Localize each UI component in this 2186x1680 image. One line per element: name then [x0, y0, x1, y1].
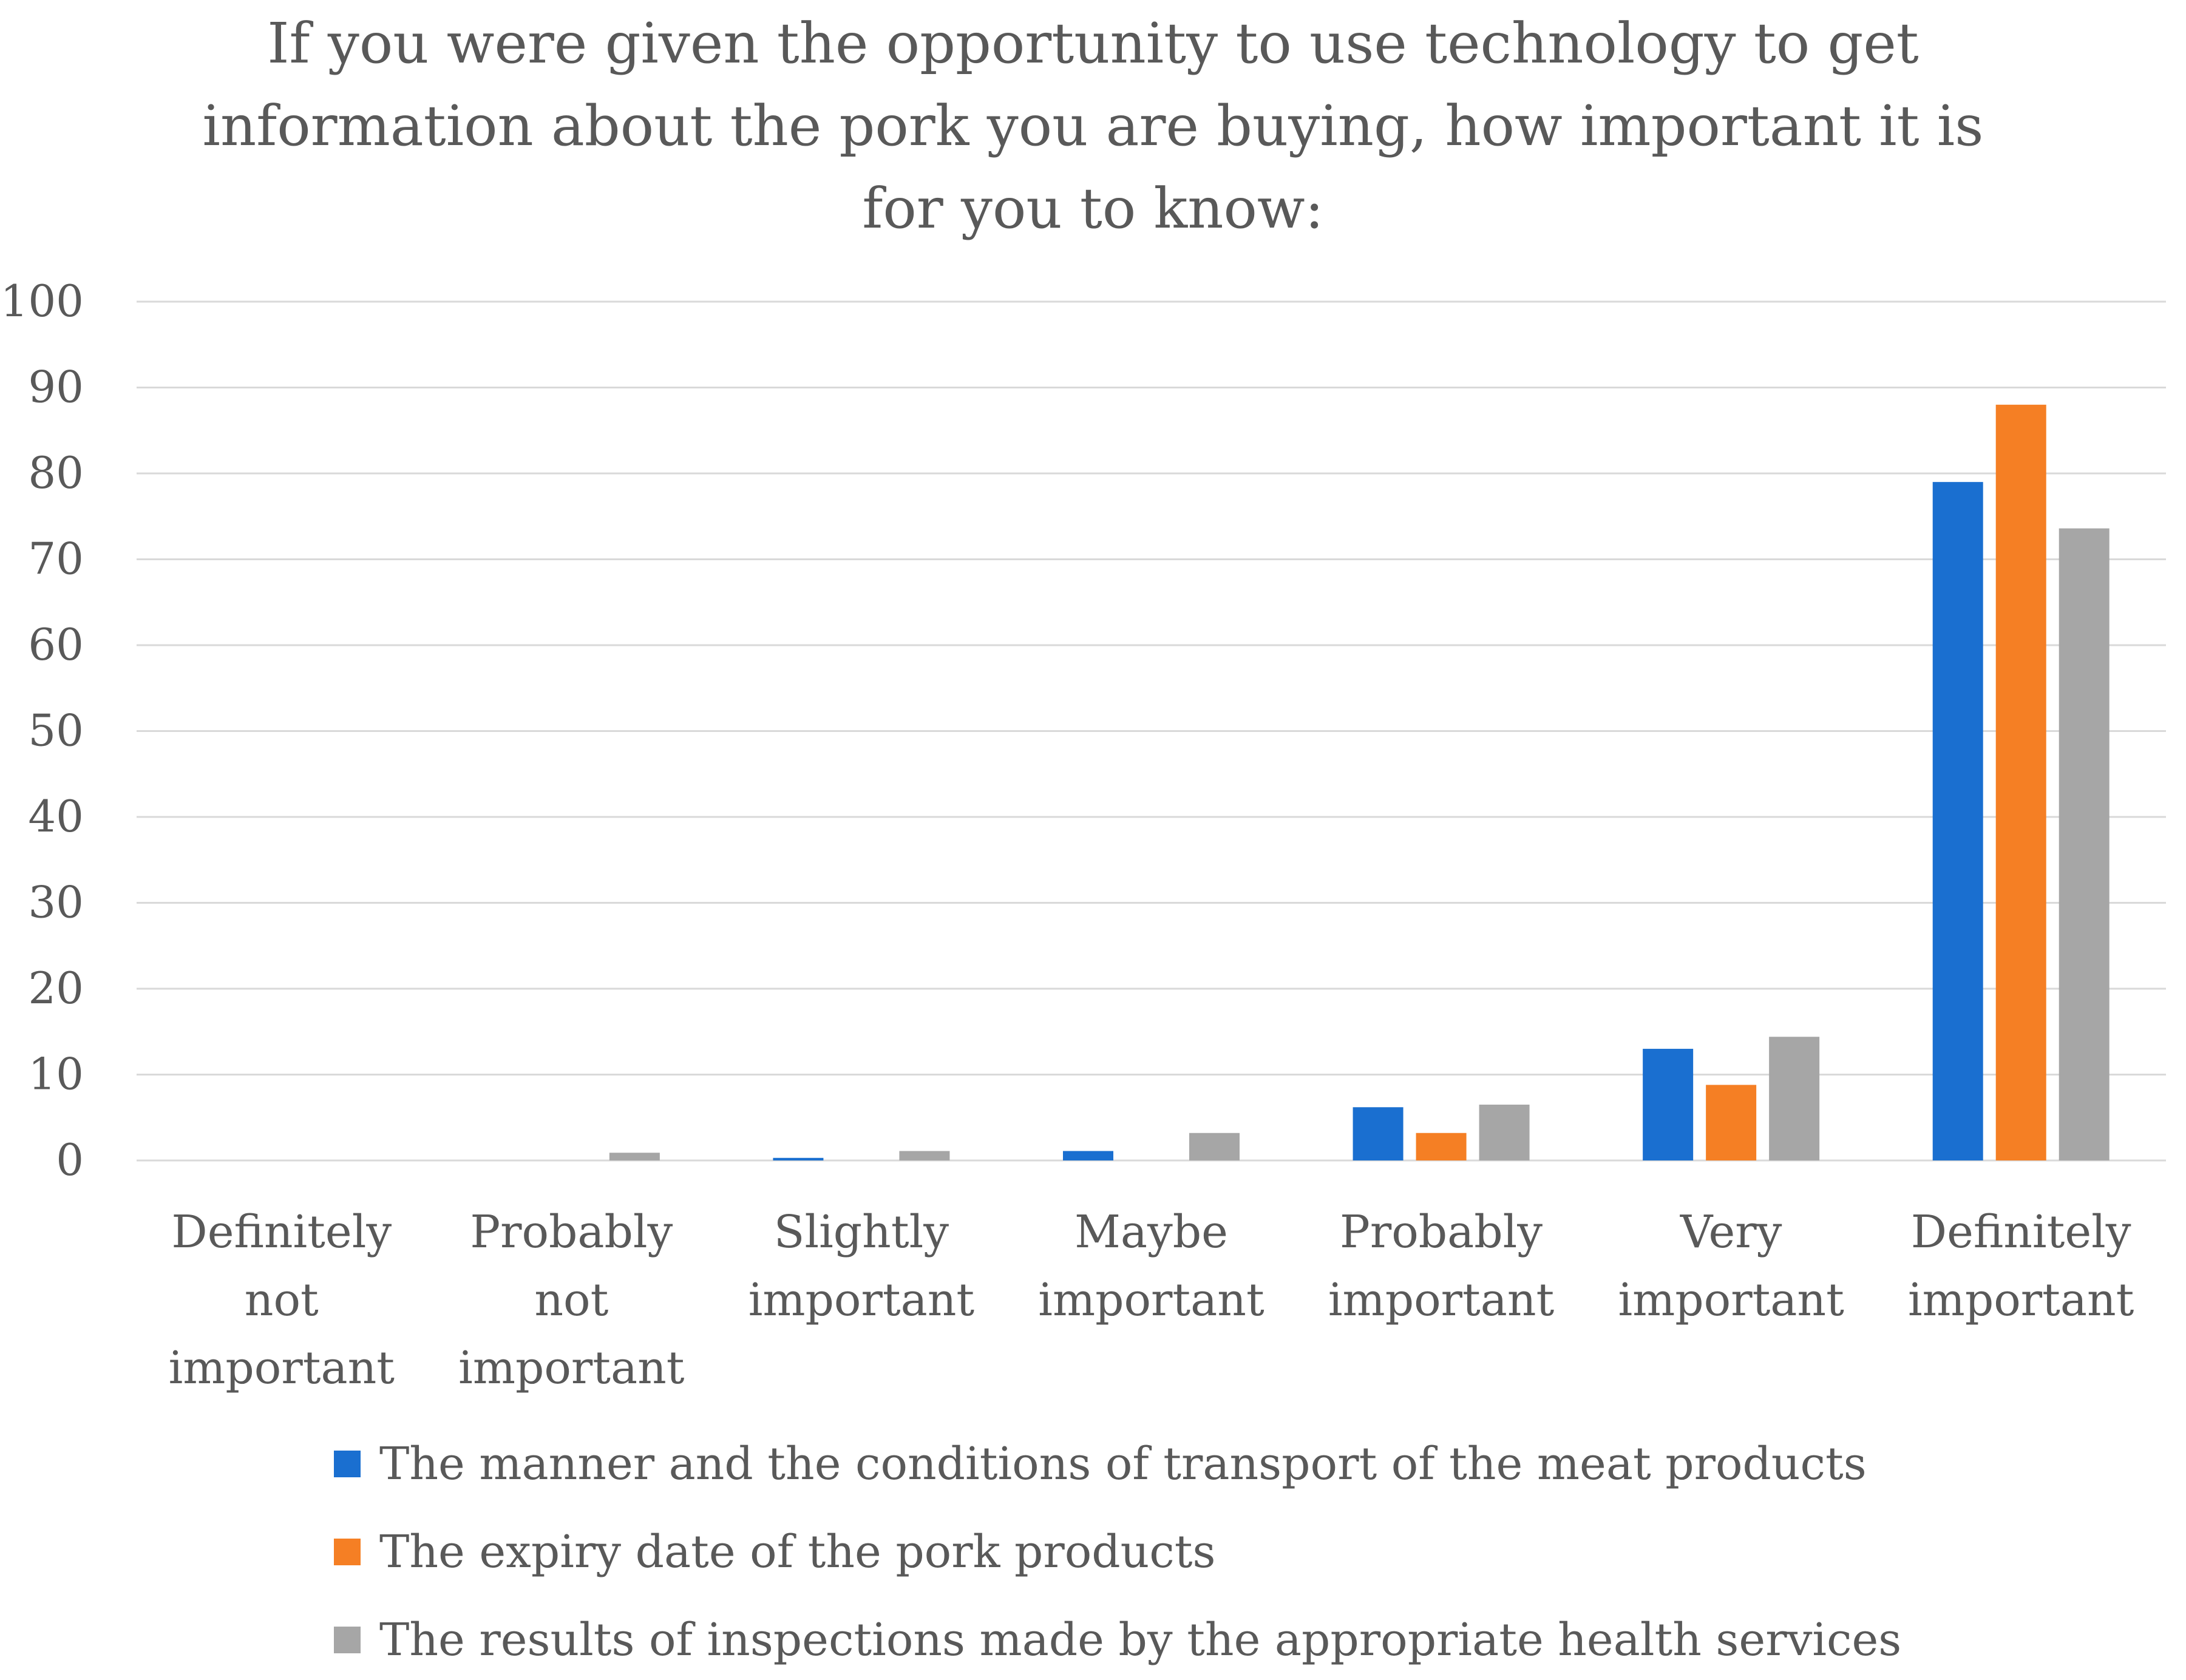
x-tick-label: not	[534, 1274, 608, 1326]
bar	[1706, 1085, 1757, 1160]
legend-label: The results of inspections made by the a…	[379, 1614, 1902, 1666]
x-tick-label: Slightly	[774, 1206, 949, 1258]
legend-swatch	[334, 1451, 361, 1477]
y-tick-label: 50	[28, 705, 84, 756]
chart-title-line-3: for you to know:	[862, 176, 1324, 241]
bar	[1353, 1107, 1404, 1160]
plot-area: 0 10 20 30 40 50 60 70 80 90 100 Definitely not impor…	[1, 276, 2166, 1394]
y-tick-label: 10	[28, 1049, 84, 1100]
chart-title-line-2: information about the pork you are buyin…	[202, 93, 1984, 158]
y-tick-label: 60	[28, 619, 84, 670]
bar	[773, 1157, 824, 1160]
x-tick-label: important	[458, 1342, 685, 1394]
x-tick-label: Very	[1680, 1206, 1782, 1258]
y-tick-label: 80	[28, 447, 84, 498]
x-tick-label: important	[169, 1342, 395, 1394]
bar	[899, 1151, 950, 1160]
x-tick-label: Maybe	[1074, 1206, 1228, 1258]
x-tick-label: Definitely	[171, 1206, 392, 1258]
bar	[1063, 1151, 1113, 1160]
legend-label: The expiry date of the pork products	[379, 1526, 1216, 1578]
x-tick-label: important	[1908, 1274, 2134, 1326]
y-tick-label: 20	[28, 963, 84, 1014]
bar	[1416, 1133, 1467, 1160]
x-tick-label: not	[245, 1274, 319, 1326]
legend-swatch	[334, 1627, 361, 1653]
x-tick-label: important	[1328, 1274, 1555, 1326]
y-tick-label: 30	[28, 877, 84, 928]
x-tick-label: important	[748, 1274, 975, 1326]
x-tick-label: Probably	[1340, 1206, 1543, 1258]
y-tick-label: 40	[28, 791, 84, 842]
x-tick-label: Definitely	[1911, 1206, 2131, 1258]
chart-title-line-1: If you were given the opportunity to use…	[267, 11, 1919, 76]
bar	[1932, 482, 1983, 1160]
bar	[609, 1153, 660, 1160]
bar	[1189, 1133, 1240, 1160]
y-tick-label: 70	[28, 533, 84, 584]
bar	[1769, 1037, 1820, 1160]
x-tick-label: important	[1618, 1274, 1844, 1326]
y-tick-label: 0	[56, 1134, 84, 1185]
y-tick-label: 100	[1, 276, 84, 327]
bar	[2059, 528, 2110, 1160]
bar	[1643, 1049, 1694, 1160]
bar	[1995, 404, 2046, 1160]
legend-swatch	[334, 1539, 361, 1565]
y-tick-label: 90	[28, 362, 84, 413]
x-tick-label: important	[1038, 1274, 1264, 1326]
x-tick-label: Probably	[470, 1206, 673, 1258]
legend-label: The manner and the conditions of transpo…	[379, 1438, 1867, 1490]
bar	[1479, 1105, 1530, 1160]
